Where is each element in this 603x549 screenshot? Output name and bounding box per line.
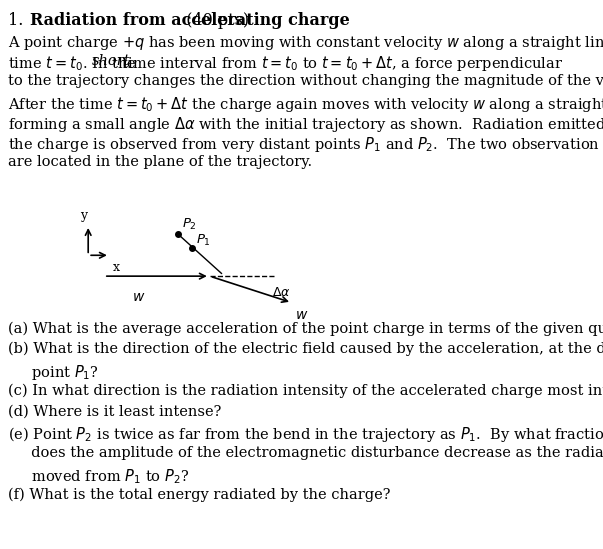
Text: moved from $P_1$ to $P_2$?: moved from $P_1$ to $P_2$? — [8, 467, 189, 486]
Text: (d) Where is it least intense?: (d) Where is it least intense? — [8, 405, 221, 419]
Text: (a) What is the average acceleration of the point charge in terms of the given q: (a) What is the average acceleration of … — [8, 321, 603, 335]
Text: are located in the plane of the trajectory.: are located in the plane of the trajecto… — [8, 155, 312, 169]
Text: to the trajectory changes the direction without changing the magnitude of the ve: to the trajectory changes the direction … — [8, 75, 603, 88]
Text: 1.: 1. — [8, 12, 33, 29]
Text: $P_2$: $P_2$ — [182, 217, 197, 232]
Text: does the amplitude of the electromagnetic disturbance decrease as the radiation : does the amplitude of the electromagneti… — [8, 446, 603, 461]
Text: After the time $t = t_0 + \Delta t$ the charge again moves with velocity $w$ alo: After the time $t = t_0 + \Delta t$ the … — [8, 94, 603, 114]
Text: time $t = t_0$. In the: time $t = t_0$. In the — [8, 54, 137, 73]
Text: Radiation from accelerating charge: Radiation from accelerating charge — [30, 12, 350, 29]
Text: (c) In what direction is the radiation intensity of the accelerated charge most : (c) In what direction is the radiation i… — [8, 384, 603, 398]
Text: (f) What is the total energy radiated by the charge?: (f) What is the total energy radiated by… — [8, 488, 390, 502]
Text: (b) What is the direction of the electric field caused by the acceleration, at t: (b) What is the direction of the electri… — [8, 342, 603, 356]
Text: point $P_1$?: point $P_1$? — [8, 363, 99, 382]
Text: time interval from $t = t_0$ to $t = t_0 + \Delta t$, a force perpendicular: time interval from $t = t_0$ to $t = t_0… — [117, 54, 563, 73]
Text: the charge is observed from very distant points $P_1$ and $P_2$.  The two observ: the charge is observed from very distant… — [8, 135, 603, 154]
Text: $P_1$: $P_1$ — [196, 233, 211, 248]
Text: A point charge $+q$ has been moving with constant velocity $w$ along a straight : A point charge $+q$ has been moving with… — [8, 34, 603, 52]
Text: $\Delta\alpha$: $\Delta\alpha$ — [273, 286, 291, 299]
Text: $w$: $w$ — [133, 290, 146, 305]
Text: (e) Point $P_2$ is twice as far from the bend in the trajectory as $P_1$.  By wh: (e) Point $P_2$ is twice as far from the… — [8, 425, 603, 445]
Text: short: short — [92, 54, 130, 68]
Text: (40 pts): (40 pts) — [177, 12, 250, 29]
Text: y: y — [80, 209, 87, 222]
Text: forming a small angle $\Delta\alpha$ with the initial trajectory as shown.  Radi: forming a small angle $\Delta\alpha$ wit… — [8, 115, 603, 134]
Text: x: x — [113, 261, 120, 274]
Text: $w$: $w$ — [295, 308, 308, 322]
